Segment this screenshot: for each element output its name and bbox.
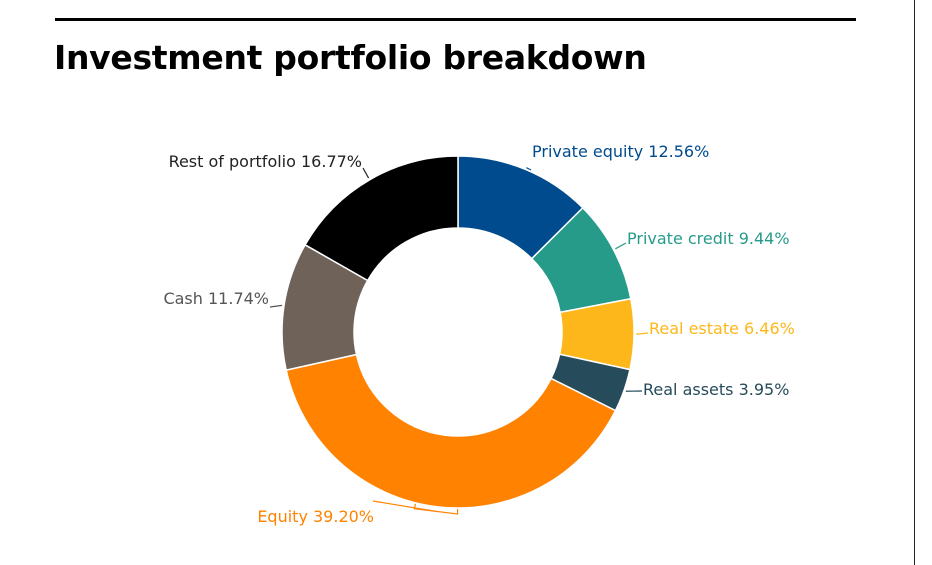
slice-rest-of-portfolio bbox=[304, 155, 459, 282]
leader-lines-group bbox=[269, 167, 649, 515]
leader-line-equity bbox=[413, 503, 459, 515]
top-rule bbox=[55, 18, 856, 21]
slice-label-private-equity: Private equity 12.56% bbox=[532, 142, 709, 161]
chart-title: Investment portfolio breakdown bbox=[54, 38, 647, 77]
slice-labels-group: Private equity 12.56% Private credit 9.44… bbox=[163, 142, 794, 526]
leader-line-private-equity bbox=[526, 167, 532, 171]
slice-label-real-assets: Real assets 3.95% bbox=[643, 380, 789, 399]
slices-group bbox=[281, 155, 635, 509]
slice-equity bbox=[285, 353, 617, 509]
right-border bbox=[914, 0, 915, 565]
slice-label-private-credit: Private credit 9.44% bbox=[627, 229, 790, 248]
slice-label-cash: Cash 11.74% bbox=[163, 289, 269, 308]
slice-label-real-estate: Real estate 6.46% bbox=[649, 319, 795, 338]
slice-label-equity: Equity 39.20% bbox=[257, 507, 374, 526]
leader-line-private-credit bbox=[615, 242, 627, 250]
leader-line-real-estate bbox=[635, 332, 649, 335]
leader-line-cash bbox=[269, 304, 283, 308]
slice-label-rest-of-portfolio: Rest of portfolio 16.77% bbox=[169, 152, 362, 171]
leader-line-rest-of-portfolio bbox=[362, 167, 370, 179]
